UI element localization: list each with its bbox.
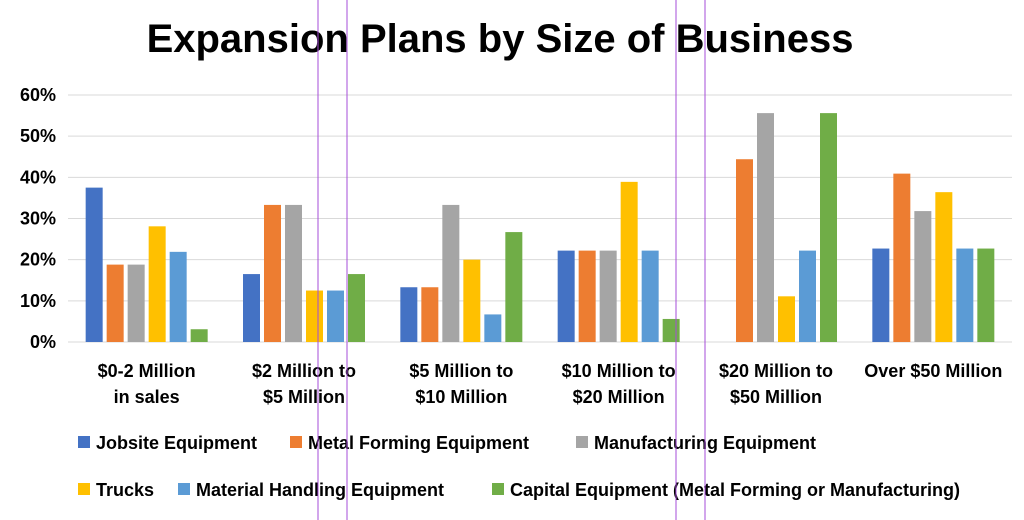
y-tick-label: 10% [20, 291, 56, 311]
category-label: $20 Million to [719, 361, 833, 381]
bar [421, 287, 439, 342]
bar [914, 211, 932, 342]
category-label: $2 Million to [252, 361, 356, 381]
bar [85, 187, 103, 342]
legend-label: Metal Forming Equipment [308, 433, 529, 453]
category-label: in sales [114, 387, 180, 407]
bar [169, 251, 187, 342]
bar [778, 296, 795, 342]
legend-swatch [78, 436, 90, 448]
bar [977, 248, 995, 342]
bar [285, 204, 302, 342]
bar [442, 204, 460, 342]
x-axis-categories: $0-2 Million in sales $2 Million to $5 Mill… [98, 361, 1003, 407]
category-label: $20 Million [573, 387, 665, 407]
bar [264, 204, 281, 342]
category-label: $10 Million [415, 387, 507, 407]
y-tick-label: 50% [20, 126, 56, 146]
legend-swatch [576, 436, 588, 448]
bar [736, 159, 753, 342]
legend: Jobsite Equipment Metal Forming Equipment… [78, 433, 960, 500]
bar [127, 264, 145, 342]
bar [620, 181, 638, 342]
y-tick-label: 60% [20, 85, 56, 105]
legend-label: Material Handling Equipment [196, 480, 444, 500]
legend-label: Trucks [96, 480, 154, 500]
category-label: $50 Million [730, 387, 822, 407]
bar [799, 250, 816, 342]
guide-lines [317, 0, 706, 520]
bar [956, 248, 974, 342]
legend-swatch [492, 483, 504, 495]
gridlines [68, 94, 1012, 343]
y-tick-label: 20% [20, 250, 56, 270]
bar [505, 232, 523, 342]
bar [463, 259, 481, 342]
legend-swatch [290, 436, 302, 448]
y-tick-label: 0% [30, 332, 56, 352]
legend-swatch [78, 483, 90, 495]
category-label: $5 Million to [409, 361, 513, 381]
legend-label: Jobsite Equipment [96, 433, 257, 453]
bar [578, 250, 596, 342]
bar [935, 192, 953, 342]
bar [106, 264, 124, 342]
bar [557, 250, 575, 342]
bar [893, 173, 911, 342]
chart-title: Expansion Plans by Size of Business [147, 17, 854, 61]
bar [306, 290, 323, 342]
y-tick-label: 30% [20, 209, 56, 229]
legend-swatch [178, 483, 190, 495]
bar [400, 287, 418, 342]
bar [243, 274, 260, 342]
category-label: $10 Million to [562, 361, 676, 381]
bar [662, 318, 680, 342]
bar [757, 113, 774, 342]
bar [820, 113, 837, 342]
bar [348, 274, 365, 342]
bar [190, 329, 208, 342]
bar [641, 250, 659, 342]
y-axis-ticks: 0% 10% 20% 30% 40% 50% 60% [20, 85, 56, 352]
legend-label: Capital Equipment (Metal Forming or Manu… [510, 480, 960, 500]
bar [599, 250, 617, 342]
bars [85, 113, 995, 342]
y-tick-label: 40% [20, 167, 56, 187]
category-label: Over $50 Million [864, 361, 1002, 381]
category-label: $5 Million [263, 387, 345, 407]
bar [327, 290, 344, 342]
bar [872, 248, 890, 342]
bar [484, 314, 502, 342]
category-label: $0-2 Million [98, 361, 196, 381]
bar [148, 226, 166, 342]
